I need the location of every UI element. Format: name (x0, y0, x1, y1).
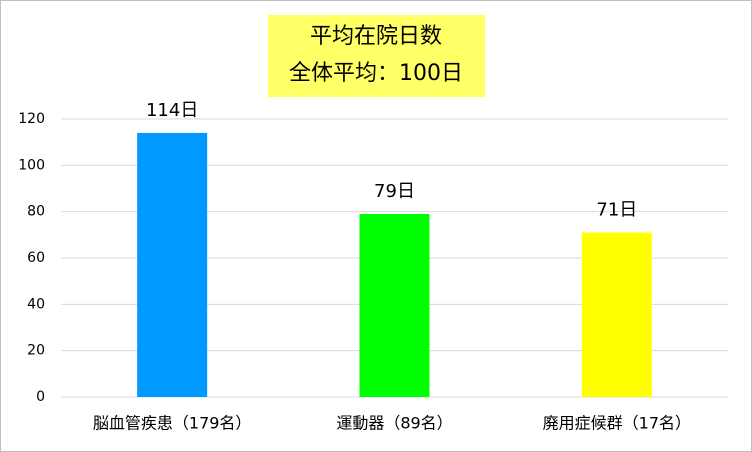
x-tick-label: 脳血管疾患（179名） (93, 414, 252, 433)
bar (581, 232, 652, 397)
chart-subtitle: 全体平均：100日 (289, 61, 463, 86)
chart-title: 平均在院日数 (310, 24, 442, 49)
x-tick-label: 廃用症候群（17名） (543, 414, 691, 433)
y-tick-label: 20 (27, 343, 45, 359)
y-tick-label: 60 (27, 250, 45, 266)
data-label: 71日 (596, 200, 637, 221)
y-tick-label: 80 (27, 204, 45, 220)
y-tick-label: 0 (36, 389, 45, 405)
y-tick-label: 40 (27, 296, 45, 312)
data-label: 79日 (374, 181, 415, 202)
y-tick-label: 100 (18, 157, 45, 173)
title-box (268, 15, 485, 97)
y-tick-label: 120 (18, 111, 45, 127)
bar (137, 132, 208, 397)
data-label: 114日 (146, 100, 198, 121)
bar (359, 213, 430, 397)
x-tick-label: 運動器（89名） (336, 414, 452, 433)
